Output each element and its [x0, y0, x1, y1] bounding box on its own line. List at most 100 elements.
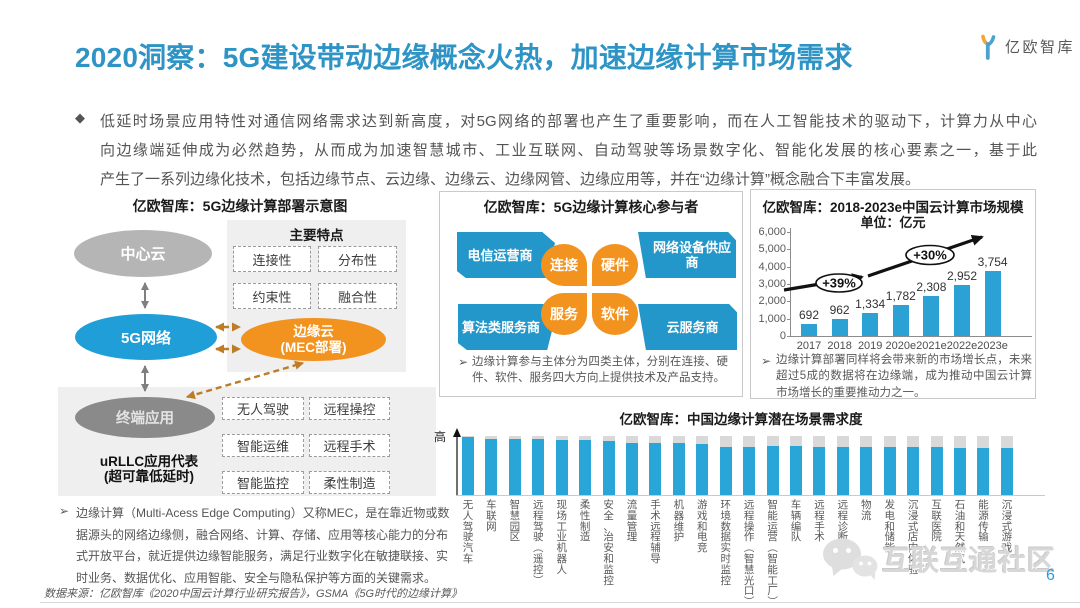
diamond-bullet-icon: ◆ — [75, 110, 85, 125]
player-algorithm-providers: 算法类服务商 — [458, 304, 556, 350]
demand-bar-cap-7 — [626, 436, 638, 444]
feature-box-3: 融合性 — [318, 283, 397, 309]
market-ytick-3: 3,000 — [758, 278, 786, 290]
demand-label-11: 环境数据实时监控 — [720, 499, 731, 587]
node-edge-cloud: 边缘云 (MEC部署) — [241, 318, 386, 361]
intro-block: ◆ 低延时场景应用特性对通信网络需求达到新高度，对5G网络的部署也产生了重要影响… — [75, 108, 1037, 194]
node-edge-cloud-sublabel: (MEC部署) — [280, 339, 347, 355]
deploy-diagram-title: 亿欧智库：5G边缘计算部署示意图 — [132, 198, 348, 214]
demand-bar-cap-6 — [602, 436, 615, 441]
market-ytick-1: 1,000 — [758, 312, 786, 325]
feature-box-0: 连接性 — [233, 246, 311, 272]
demand-bar-cap-17 — [860, 436, 873, 448]
mec-line-3: 式开放平台，就近提供边缘智能服务，满足行业数字化在敏捷联接、实 — [76, 549, 449, 564]
demand-label-4: 现场工业机器人 — [556, 499, 567, 576]
demand-bar-20 — [930, 446, 943, 495]
domain-service: 服务 — [541, 293, 587, 335]
market-bar-2022e — [954, 284, 970, 336]
participants-note-line2: 件、软件、服务四大方向上提供技术及产品支持。 — [472, 372, 725, 385]
player-telecom-operators-label: 电信运营商 — [467, 247, 533, 263]
demand-bar-4 — [555, 440, 568, 495]
node-5g-network-label: 5G网络 — [120, 329, 171, 347]
market-note: 边缘计算部署同样将会带来新的市场增长点，未来 超过5成的数据将在边缘端，成为推动… — [776, 352, 1032, 401]
demand-bar-10 — [696, 444, 709, 495]
demand-label-20: 互联医院 — [931, 499, 942, 544]
demand-bar-17 — [860, 447, 873, 495]
demand-bar-23 — [1000, 447, 1013, 495]
market-note-line2: 超过5成的数据将在边缘端，成为推动中国云计算 — [776, 370, 1032, 383]
market-ytick-0: 0 — [779, 330, 786, 342]
market-ytick-mark-6 — [787, 232, 790, 233]
player-algorithm-providers-label: 算法类服务商 — [461, 319, 540, 335]
demand-bar-cap-14 — [790, 436, 803, 447]
watermark: 互联互通社区 — [820, 536, 1056, 582]
participants-note-bullet: ➢ — [458, 355, 469, 369]
demand-bar-3 — [532, 438, 545, 495]
demand-label-8: 手术远程辅导 — [650, 499, 661, 565]
market-ytick-2: 2,000 — [758, 295, 786, 308]
demand-bar-cap-20 — [930, 436, 943, 447]
demand-bar-cap-13 — [766, 436, 779, 447]
urllc-apps-grid: 无人驾驶 远程操控 智能运维 远程手术 智能监控 柔性制造 — [222, 397, 390, 494]
brand-logo-text: 亿欧智库 — [1005, 39, 1076, 56]
demand-label-9: 机器维护 — [673, 499, 685, 544]
participants-note: 边缘计算参与主体分为四类主体，分别在连接、硬 件、软件、服务四大方向上提供技术及… — [472, 354, 728, 387]
demand-bar-cap-5 — [579, 436, 592, 441]
market-bar-2020e — [892, 305, 909, 336]
page-title: 2020洞察：5G建设带动边缘概念火热，加速边缘计算市场需求 — [75, 42, 853, 73]
market-note-line3: 市场增长的重要推动力之一。 — [776, 386, 926, 399]
domain-connection: 连接 — [541, 244, 587, 286]
brand-logo: 亿欧智库 — [975, 33, 1075, 60]
demand-bar-11 — [719, 447, 732, 495]
mec-definition: 边缘计算（Multi-Acess Edge Computing）又称MEC，是在… — [76, 503, 449, 590]
node-terminal-apps-label: 终端应用 — [116, 411, 174, 427]
demand-bar-1 — [485, 438, 498, 495]
market-ytick-mark-2 — [787, 301, 790, 303]
urllc-app-box-4: 智能监控 — [222, 471, 304, 494]
demand-bar-21 — [954, 447, 967, 495]
demand-bar-cap-15 — [813, 436, 826, 448]
node-edge-cloud-label: 边缘云 — [293, 323, 334, 339]
demand-bar-cap-0 — [462, 436, 474, 438]
demand-label-21: 石油和天然气 — [954, 499, 966, 565]
feature-box-1: 分布性 — [318, 246, 397, 272]
demand-label-0: 无人驾驶汽车 — [462, 499, 474, 565]
player-cloud-providers-label: 云服务商 — [666, 319, 719, 335]
page-number: 6 — [1046, 567, 1055, 584]
urllc-app-box-3: 远程手术 — [309, 434, 390, 457]
demand-bar-cap-16 — [836, 436, 849, 448]
demand-bar-cap-23 — [1000, 436, 1013, 448]
participants-note-line1: 边缘计算参与主体分为四类主体，分别在连接、硬 — [472, 356, 728, 368]
market-xlabel-2018: 2018 — [827, 340, 852, 352]
demand-bar-22 — [977, 447, 990, 495]
mec-note-bullet: ➢ — [59, 504, 70, 518]
demand-bar-cap-1 — [485, 436, 498, 439]
market-bar-2023e — [984, 270, 1001, 336]
market-value-2019: 1,334 — [855, 296, 886, 311]
player-network-equipment-label: 网络设备供应商 — [652, 240, 731, 270]
demand-label-12: 远程操作 ︵ 智慧光口 ︶ — [743, 499, 755, 608]
market-xlabel-2023e: 2023e — [977, 340, 1008, 352]
node-central-cloud: 中心云 — [74, 230, 212, 277]
demand-label-14: 车辆编队 — [790, 499, 802, 544]
domain-hardware: 硬件 — [592, 244, 638, 286]
demand-label-5: 柔性制造 — [579, 499, 591, 544]
urllc-label: uRLLC应用代表 (超可靠低延时) — [70, 454, 228, 484]
demand-label-3: 远程驾驶 ︵ 遥控 ︶ — [533, 499, 544, 587]
market-ytick-mark-5 — [787, 249, 790, 251]
intro-line-3: 产生了一系列边缘化技术，包括边缘节点、云边缘、边缘云、边缘网管、边缘应用等，并在… — [100, 170, 920, 188]
demand-baseline — [456, 495, 1045, 496]
demand-bar-14 — [790, 446, 803, 495]
market-ytick-5: 5,000 — [758, 243, 786, 256]
intro-line-1: 低延时场景应用特性对通信网络需求达到新高度，对5G网络的部署也产生了重要影响，而… — [100, 113, 1037, 130]
urllc-app-box-0: 无人驾驶 — [222, 397, 304, 420]
demand-bar-cap-2 — [508, 436, 521, 439]
demand-bar-cap-4 — [555, 436, 568, 441]
domain-software: 软件 — [592, 293, 638, 335]
player-network-equipment: 网络设备供应商 — [638, 232, 736, 278]
demand-bar-cap-11 — [719, 436, 732, 448]
market-note-bullet: ➢ — [761, 354, 772, 368]
demand-bar-5 — [579, 440, 592, 495]
demand-bar-cap-12 — [743, 436, 756, 448]
market-ytick-mark-0 — [787, 336, 790, 337]
